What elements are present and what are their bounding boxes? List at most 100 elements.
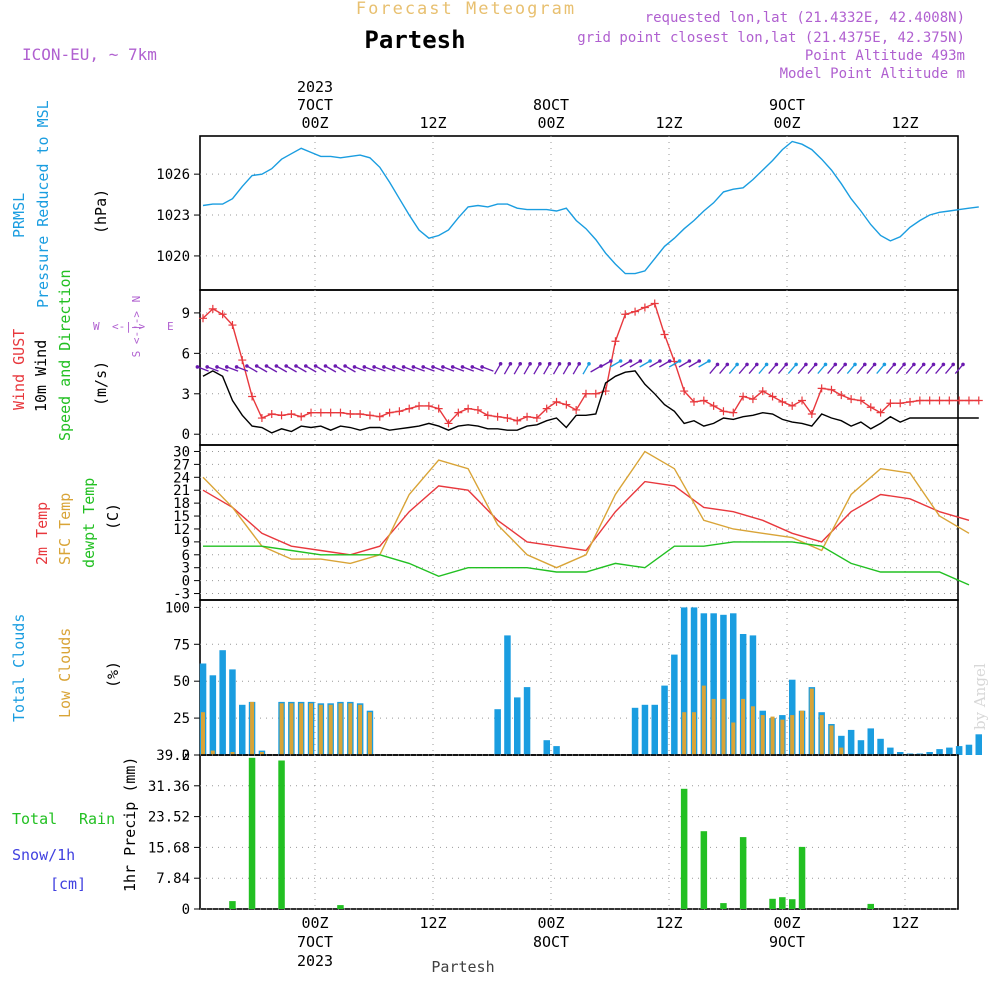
wind-arrowhead-34 [538, 362, 542, 366]
top-time-axis-hour-2: 00Z [537, 114, 564, 132]
wind-arrowhead-7 [264, 364, 269, 368]
wind-gust-point-64 [827, 385, 836, 394]
wind-arrowhead-11 [304, 364, 308, 368]
wind-gust-point-53 [719, 407, 728, 416]
clouds-bar-0-54 [730, 613, 737, 755]
pressure-label-prmsl: PRMSL [10, 193, 28, 238]
wind-arrowhead-64 [833, 362, 838, 367]
compass-ns-arrow: <-|-> [130, 311, 143, 344]
precip-unit: 1hr Precip (mm) [121, 757, 139, 892]
temperature-ytick-label-1: 0 [182, 574, 190, 590]
pressure-labels: PRMSL Pressure Reduced to MSL (hPa) [10, 100, 110, 308]
wind-arrow-16 [354, 366, 367, 372]
precipitation-bar-0-10 [798, 846, 806, 909]
temperature-ytick-label-2: 3 [182, 561, 190, 577]
wind-arrow-1 [206, 366, 219, 372]
clouds-ytick-label-2: 50 [173, 674, 190, 690]
cloud-unit: (%) [104, 661, 122, 688]
wind-arrowhead-16 [352, 365, 357, 369]
precipitation-bar-0-5 [700, 831, 708, 909]
clouds-bar-1-8 [279, 703, 284, 755]
wind-gust-point-4 [238, 356, 247, 365]
wind-arrow-49 [678, 360, 690, 368]
wind-gust-point-63 [817, 384, 826, 393]
temp-labels: 2m Temp SFC Temp dewpt Temp (C) [33, 478, 122, 568]
wind-arrowhead-75 [941, 362, 946, 367]
temperature-ytick-label-4: 9 [182, 535, 190, 551]
wind-arrowhead-12 [313, 364, 318, 368]
bottom-time-axis-date-2: 8OCT [533, 933, 569, 951]
wind-arrowhead-36 [557, 362, 562, 366]
wind-arrow-8 [276, 365, 288, 373]
precipitation-bar-0-8 [769, 898, 776, 909]
temp-label-2m: 2m Temp [33, 502, 51, 565]
clouds-bar-1-1 [210, 750, 215, 755]
temperature-series-1-line [202, 450, 970, 569]
temperature-ytick-label-6: 15 [173, 509, 190, 525]
wind-arrow-58 [768, 363, 777, 375]
wind-arrow-31 [503, 363, 511, 375]
clouds-bar-1-59 [780, 719, 785, 755]
clouds-bar-0-49 [680, 607, 688, 755]
wind-gust-point-34 [532, 414, 541, 423]
top-time-axis-hour-4: 00Z [773, 114, 800, 132]
wind-gust-point-77 [955, 396, 964, 405]
precipitation-bar-1-1 [867, 903, 874, 909]
clouds-bar-1-60 [790, 715, 795, 755]
precipitation-ytick-label-0: 0 [182, 902, 190, 918]
product-title: Forecast Meteogram [356, 0, 576, 19]
wind-gust-point-70 [886, 399, 895, 408]
temp-unit: (C) [104, 503, 122, 530]
wind-gust-point-11 [307, 408, 316, 417]
wind-arrow-54 [728, 363, 738, 375]
wind-arrow-75 [935, 363, 944, 375]
wind-arrowhead-46 [658, 359, 662, 363]
clouds-bar-1-10 [299, 703, 304, 755]
wind-gust-point-35 [542, 404, 551, 413]
pressure-label-msl: Pressure Reduced to MSL [34, 100, 52, 308]
wind-arrowhead-39 [587, 362, 591, 366]
bottom-time-axis-year-0: 2023 [297, 952, 333, 970]
wind-arrowhead-15 [343, 364, 347, 368]
precipitation-panel: 0 7.84 15.68 23.52 31.36 39.2 [148, 748, 959, 918]
wind-gust-point-79 [974, 396, 983, 405]
clouds-ytick-label-3: 75 [173, 637, 190, 653]
top-time-axis-hour-1: 12Z [419, 114, 446, 132]
wind-arrowhead-5 [245, 364, 249, 368]
clouds-bar-0-65 [838, 735, 845, 755]
wind-gust-point-29 [483, 411, 492, 420]
clouds-bar-0-35 [543, 740, 550, 755]
clouds-panel: 0 25 50 75 100 [165, 599, 982, 764]
wind-arrow-29 [481, 366, 494, 372]
wind-arrowhead-30 [498, 362, 503, 366]
wind-arrowhead-44 [638, 359, 643, 363]
clouds-bar-1-57 [760, 715, 765, 755]
wind-gust-point-18 [375, 412, 384, 421]
wind-gust-point-28 [473, 405, 482, 414]
wind-arrowhead-26 [450, 365, 455, 369]
location-title: Partesh [364, 26, 465, 54]
top-time-axis-date-2: 8OCT [533, 96, 569, 114]
compass-east: E [167, 320, 174, 333]
precipitation-bar-0-3 [337, 905, 344, 909]
wind-gust-point-68 [866, 403, 875, 412]
wind-arrow-64 [827, 363, 836, 375]
wind-arrow-40 [590, 365, 602, 373]
wind-gust-point-8 [277, 411, 286, 420]
wind-arrow-60 [787, 363, 797, 375]
clouds-bar-1-17 [367, 712, 372, 755]
precipitation-bar-1-0 [789, 899, 796, 909]
clouds-bar-0-66 [847, 729, 855, 755]
wind-series-0-line [202, 302, 979, 425]
wind-arrow-24 [432, 366, 445, 372]
wind-gust-point-49 [680, 387, 689, 396]
bottom-time-axis-hour-5: 12Z [891, 914, 918, 932]
wind-arrow-25 [442, 366, 455, 372]
top-time-axis-date-4: 9OCT [769, 96, 805, 114]
wind-arrowhead-0 [195, 365, 200, 369]
wind-arrowhead-27 [460, 365, 465, 369]
wind-gust-point-73 [915, 396, 924, 405]
clouds-ytick-label-1: 25 [173, 711, 190, 727]
clouds-bar-0-4 [239, 704, 246, 755]
wind-arrowhead-33 [528, 362, 532, 366]
